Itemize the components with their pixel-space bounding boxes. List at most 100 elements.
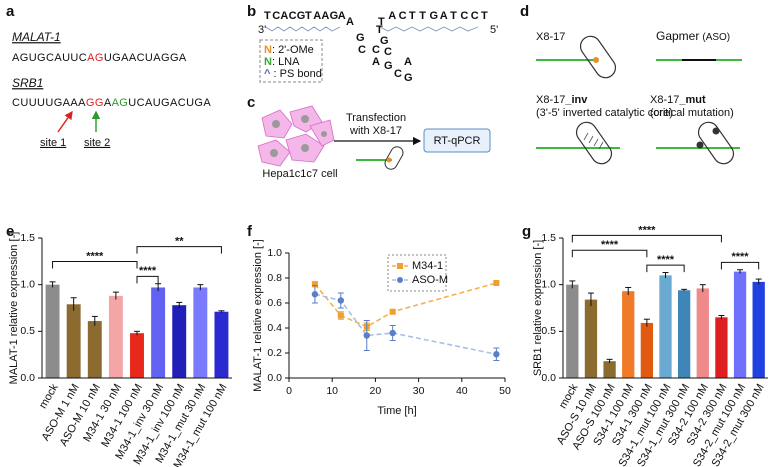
gene-name: SRB1 (12, 76, 43, 90)
construct-name: X8-17_mut (650, 94, 706, 106)
legend-label: ASO-M (412, 274, 448, 286)
bar (677, 290, 691, 378)
x-tick-label: 20 (370, 385, 382, 397)
y-tick-label: 0.2 (267, 347, 282, 359)
oligo-icon (386, 157, 392, 163)
panel-label: f (247, 223, 253, 240)
bar (733, 271, 747, 378)
nucleotide: G (297, 10, 306, 22)
sequence-part: CUUUUGAAA (12, 97, 86, 109)
bar (87, 321, 102, 378)
nucleotide: C (399, 10, 407, 22)
sequence: CUUUUGAAAGGAAGUCAUGACUGA (12, 97, 211, 109)
site-label: site 2 (84, 137, 110, 149)
significance-bracket (571, 249, 648, 258)
construct-suffix: _inv (564, 94, 588, 106)
sequence-part: UGAACUAGGA (104, 52, 187, 64)
sequence-site: AG (87, 52, 104, 64)
sequence-part: AGUGCAUUC (12, 52, 87, 64)
nucleotide: C (471, 10, 479, 22)
mutation-dot (696, 141, 704, 149)
point (311, 281, 318, 288)
sequence: AGUGCAUUCAGUGAACUAGGA (12, 52, 187, 64)
significance-bracket (646, 264, 685, 273)
legend-symbol: ^ (264, 68, 271, 80)
nucleotide: T (378, 16, 385, 28)
ps-bond (379, 26, 479, 32)
nucleotide: G (330, 10, 339, 22)
panel-label: e (6, 223, 14, 240)
significance-label: **** (657, 254, 675, 266)
legend-text: : 2'-OMe (272, 44, 314, 56)
panel-label: g (522, 223, 531, 240)
construct-name: X8-17 (536, 94, 565, 106)
nucleotide: C (394, 68, 402, 80)
bar (715, 317, 728, 378)
step-label: Transfection (346, 112, 406, 124)
point (389, 329, 396, 337)
gene-name: MALAT-1 (12, 30, 61, 44)
dnazyme-core (579, 35, 617, 79)
assay-label: RT-qPCR (434, 135, 481, 147)
significance-bracket (720, 261, 760, 270)
y-tick-label: 1.0 (20, 278, 35, 290)
nucleotide: G (384, 60, 393, 72)
legend-label: M34-1 (412, 260, 443, 272)
legend-symbol: N (264, 44, 272, 56)
assay-box (423, 128, 491, 153)
y-tick-label: 0.8 (267, 272, 282, 284)
x-axis-label: Time [h] (377, 405, 416, 417)
bar (151, 287, 166, 378)
nucleotide: A (404, 56, 412, 68)
legend-entry: ^ : PS bond (264, 68, 322, 80)
bar (696, 288, 709, 378)
legend-entry: N: LNA (264, 56, 300, 68)
nucleotide: T (450, 10, 457, 22)
step-label: with X8-17 (349, 125, 402, 137)
nucleotide: C (358, 44, 366, 56)
significance-bracket (136, 246, 222, 254)
bar (584, 299, 598, 378)
sequence-part: A (104, 97, 112, 109)
nucleotide: C (372, 44, 380, 56)
significance-bracket (136, 275, 159, 284)
panel-label: b (247, 3, 256, 20)
y-tick-label: 0.4 (267, 322, 282, 334)
x-tick-label: 0 (286, 385, 292, 397)
construct-name: Gapmer (ASO) (656, 29, 730, 43)
oligo-icon (593, 57, 599, 63)
y-tick-label: 1.0 (541, 278, 556, 290)
site-label: site 1 (40, 137, 66, 149)
construct-name: X8-17 (536, 31, 565, 43)
point (493, 351, 500, 358)
bar (172, 305, 187, 378)
y-tick-label: 1.5 (541, 232, 556, 244)
construct-name: X8-17 (650, 94, 679, 106)
y-axis-label: SRB1 relative expression [-] (532, 240, 544, 376)
legend-box (259, 39, 323, 83)
nucleotide: A (321, 10, 329, 22)
nucleotide: T (419, 10, 426, 22)
point (389, 308, 396, 315)
y-tick-label: 0.0 (267, 372, 282, 384)
significance-bracket (52, 260, 138, 269)
nucleotide: T (305, 10, 312, 22)
nucleotide: T (481, 10, 488, 22)
bar (659, 275, 672, 378)
construct-suffix: _mut (678, 94, 706, 106)
nucleotide: C (272, 10, 280, 22)
significance-label: **** (86, 250, 104, 262)
legend-marker (397, 277, 403, 283)
cell-illustration (257, 105, 335, 167)
nucleotide: C (460, 10, 468, 22)
x-tick-label: 30 (413, 385, 425, 397)
y-tick-label: 0.0 (20, 372, 35, 384)
nucleotide: T (376, 24, 383, 36)
point (311, 291, 319, 298)
bar (193, 287, 208, 378)
panel-label: c (247, 94, 255, 111)
y-tick-label: 0.5 (541, 325, 556, 337)
